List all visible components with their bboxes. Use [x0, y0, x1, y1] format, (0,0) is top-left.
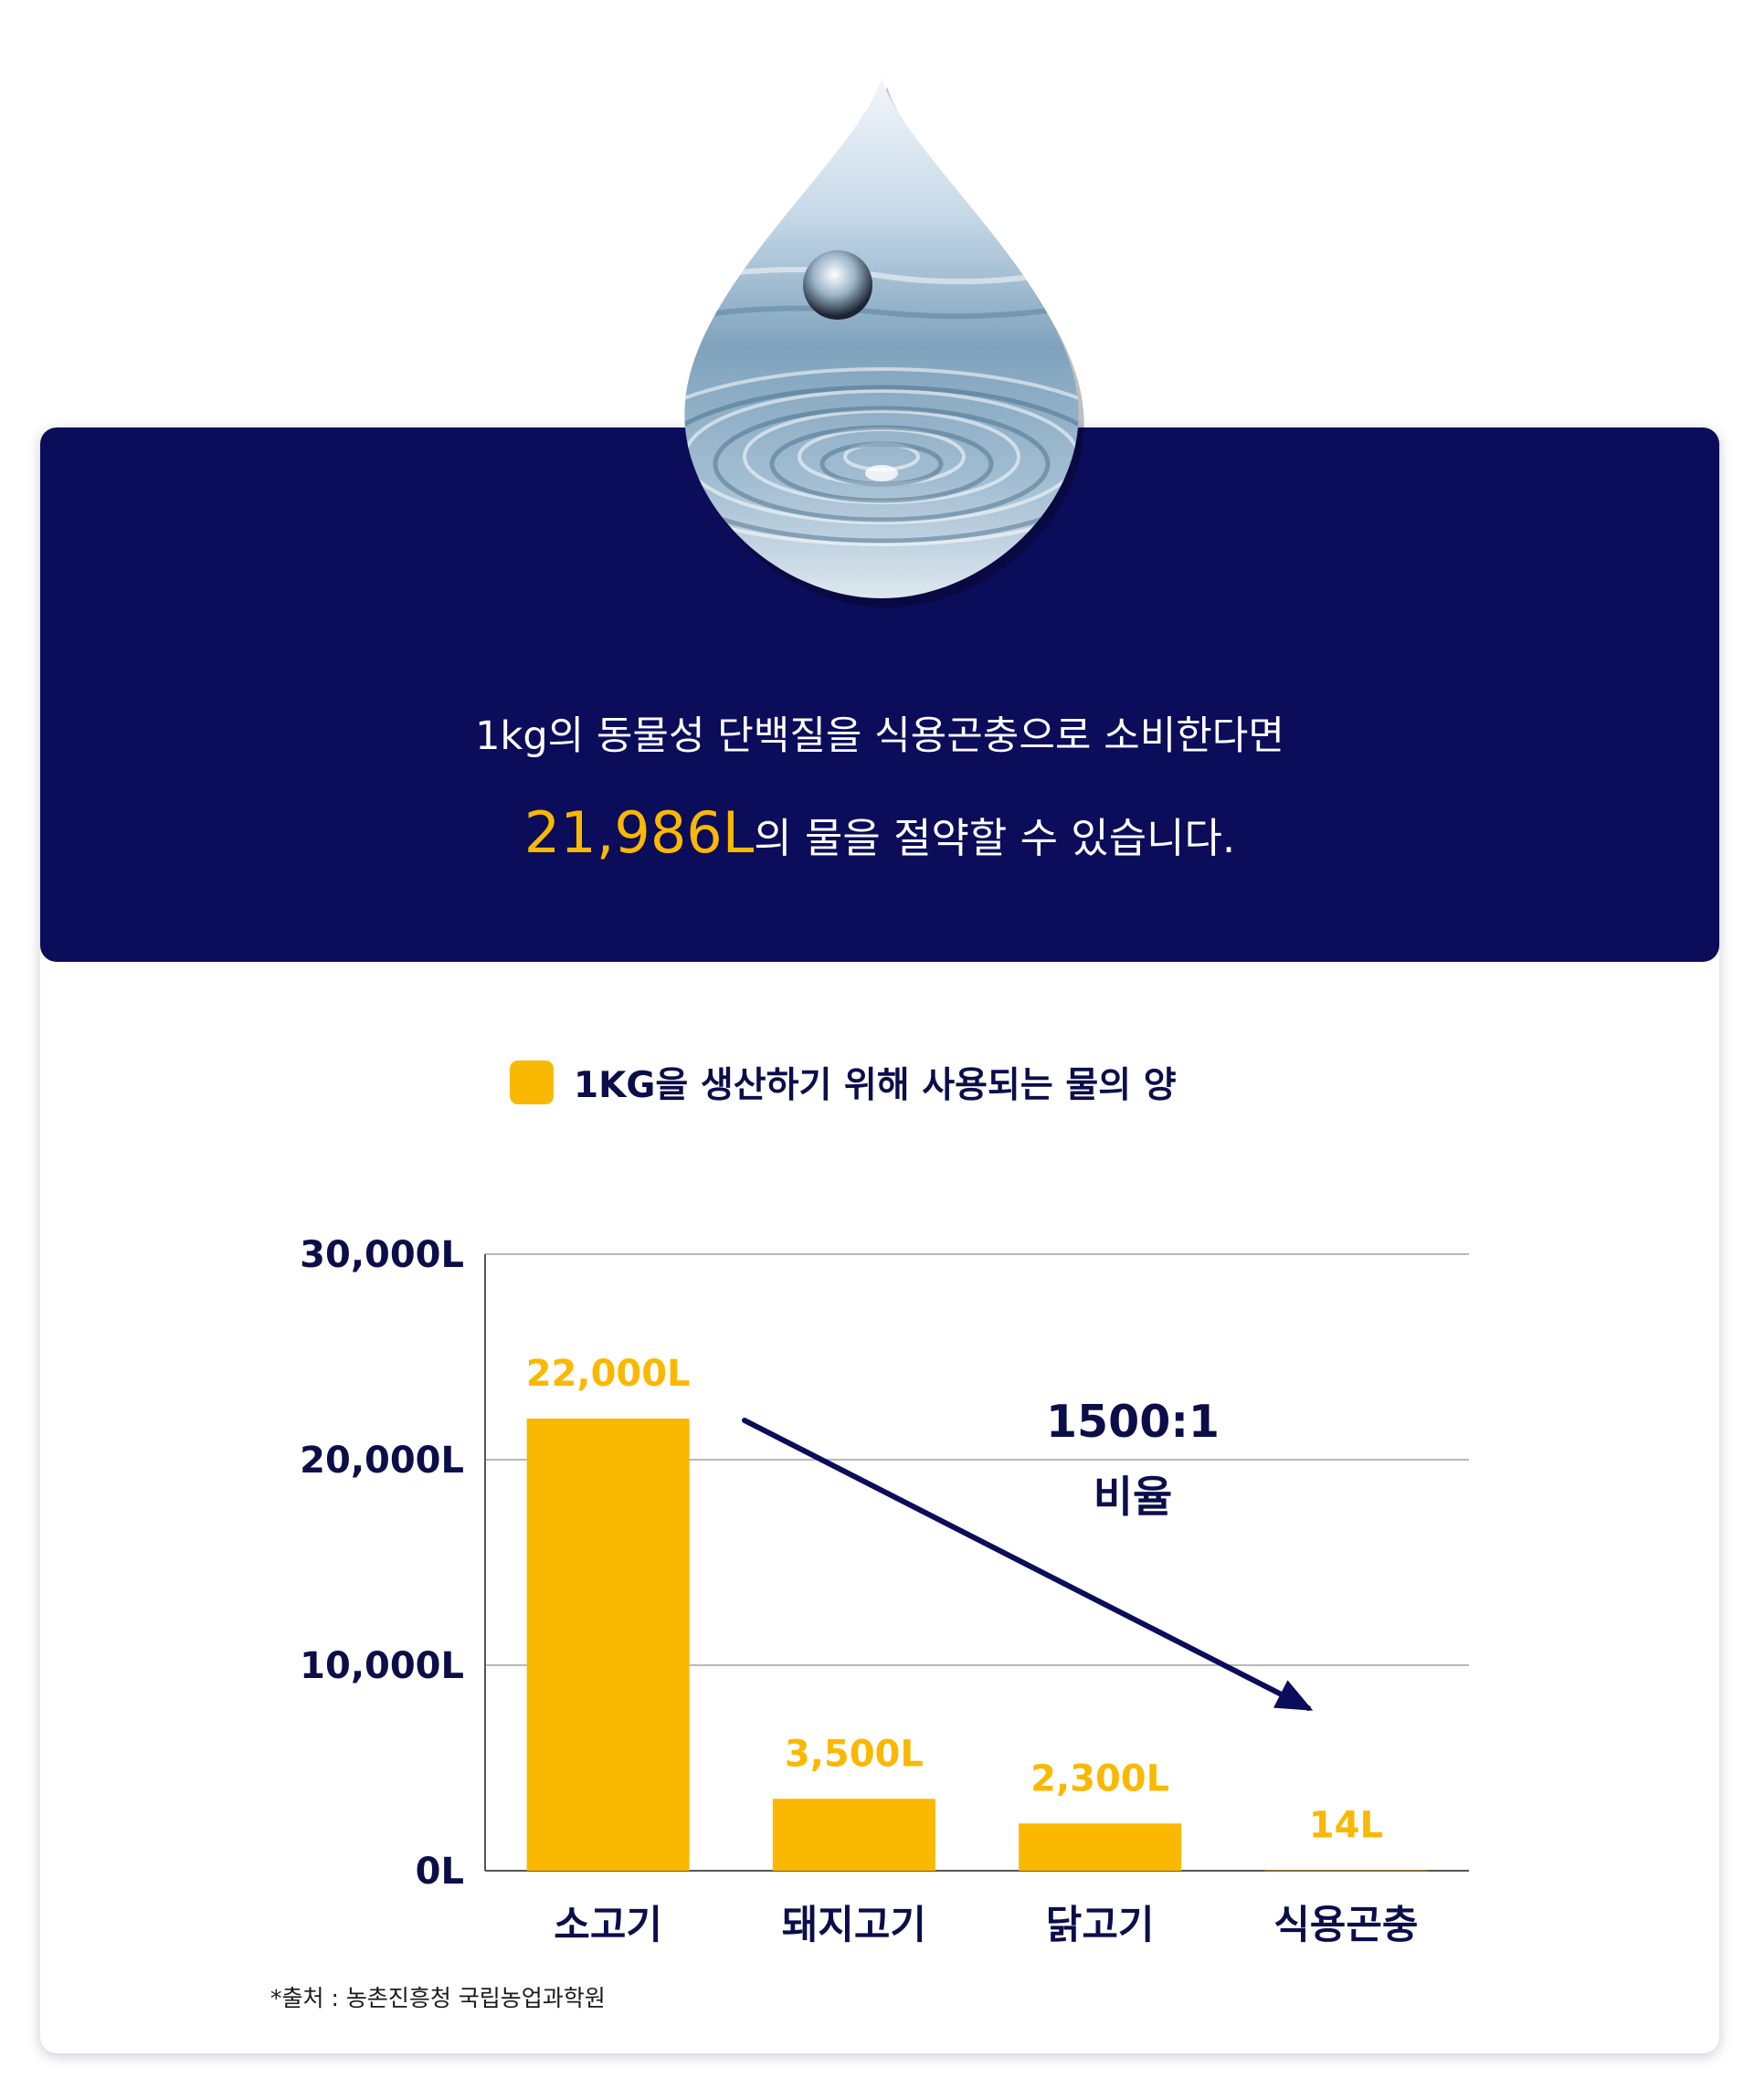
- ratio-annotation: 1500:1: [1046, 1396, 1220, 1448]
- trend-arrow-line: [742, 1418, 1311, 1711]
- headline-line-1: 1kg의 동물성 단백질을 식용곤충으로 소비한다면: [475, 713, 1284, 759]
- legend-swatch: [510, 1061, 554, 1104]
- y-tick-label: 0L: [416, 1851, 464, 1893]
- y-tick-label: 10,000L: [300, 1645, 464, 1687]
- ratio-annotation-label: 비율: [1094, 1472, 1172, 1523]
- x-category-label: 식용곤충: [1273, 1903, 1418, 1948]
- water-drop-image: [667, 73, 1096, 621]
- y-tick-label: 20,000L: [300, 1440, 464, 1482]
- headline-line-2-rest: 의 물을 절약할 수 있습니다.: [754, 814, 1236, 862]
- bar-value-label: 14L: [1309, 1805, 1383, 1847]
- x-category-label: 돼지고기: [782, 1903, 926, 1948]
- bar-value-label: 2,300L: [1030, 1757, 1169, 1799]
- y-tick-label: 30,000L: [300, 1234, 464, 1276]
- headline-highlight-number: 21,986L: [523, 799, 755, 866]
- chart-legend: 1KG을 생산하기 위해 사용되는 물의 양: [510, 1055, 1177, 1110]
- bar: [1264, 1870, 1428, 1872]
- bar: [1019, 1823, 1182, 1871]
- source-note: *출처 : 농촌진흥청 국립농업과학원: [270, 1985, 606, 2011]
- chart-title: 1KG을 생산하기 위해 사용되는 물의 양: [574, 1065, 1177, 1106]
- bar: [772, 1799, 935, 1871]
- bar-value-label: 3,500L: [785, 1733, 924, 1775]
- bar-value-label: 22,000L: [526, 1353, 691, 1395]
- x-category-label: 소고기: [554, 1903, 662, 1948]
- x-category-label: 닭고기: [1046, 1903, 1155, 1948]
- bar: [526, 1419, 690, 1871]
- headline-line-2: 21,986L의 물을 절약할 수 있습니다.: [40, 804, 1719, 868]
- trend-arrow-head: [1273, 1680, 1314, 1711]
